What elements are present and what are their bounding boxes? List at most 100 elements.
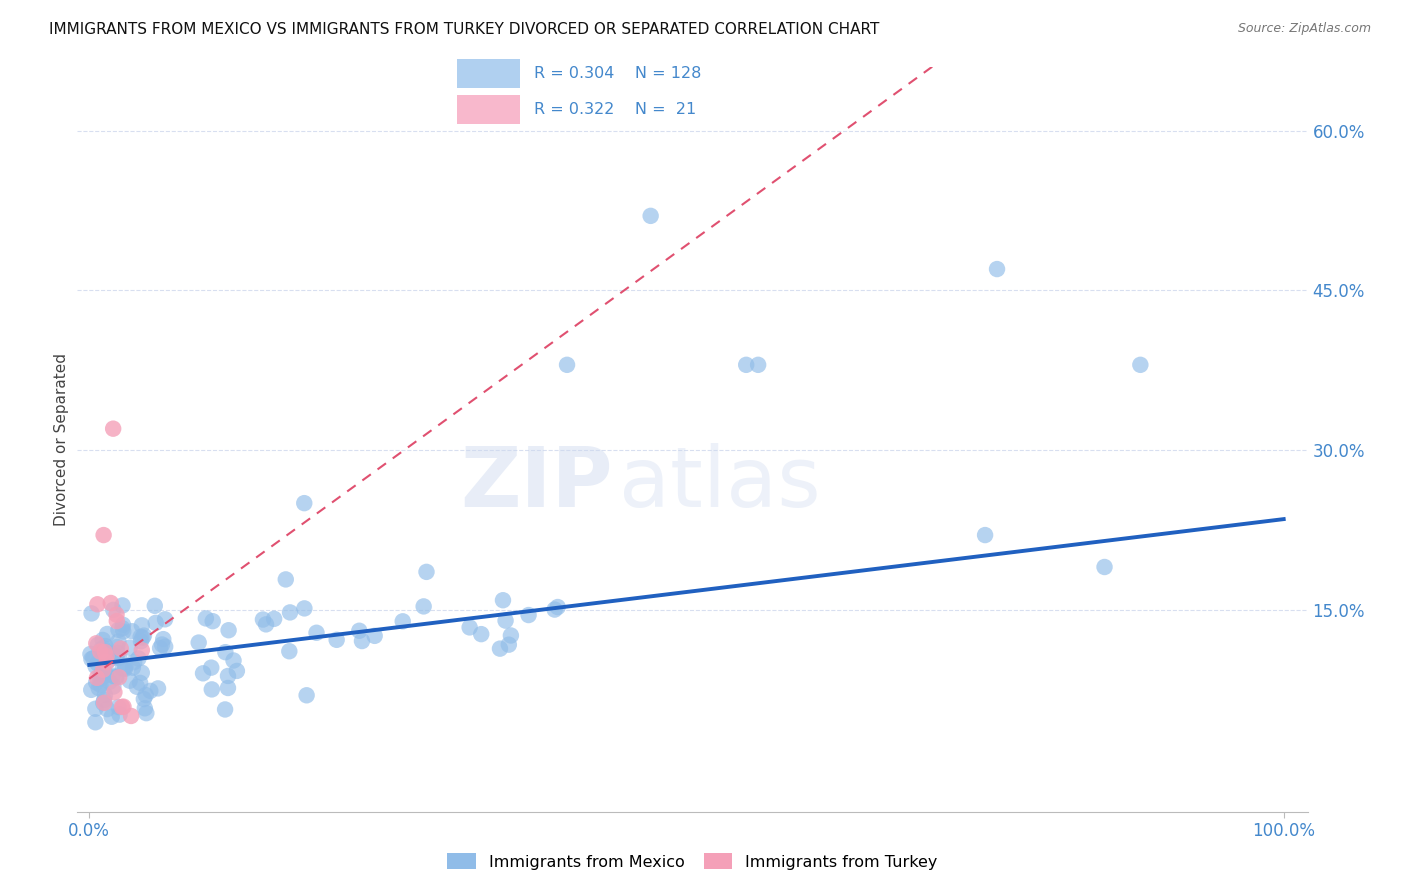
Point <box>91 696 114 710</box>
Point <box>108 650 131 665</box>
Text: IMMIGRANTS FROM MEXICO VS IMMIGRANTS FROM TURKEY DIVORCED OR SEPARATED CORRELATI: IMMIGRANTS FROM MEXICO VS IMMIGRANTS FRO… <box>49 22 880 37</box>
Point <box>91 632 114 647</box>
Point <box>127 651 149 665</box>
Point <box>107 623 129 637</box>
Point <box>263 612 285 626</box>
Point <box>214 702 236 716</box>
Point <box>90 642 112 657</box>
Point <box>252 613 274 627</box>
Text: R = 0.304    N = 128: R = 0.304 N = 128 <box>534 66 702 81</box>
Point <box>412 599 434 614</box>
Point <box>146 681 169 696</box>
Text: atlas: atlas <box>619 443 820 524</box>
Text: Source: ZipAtlas.com: Source: ZipAtlas.com <box>1237 22 1371 36</box>
Point <box>86 657 108 671</box>
Point <box>986 262 1008 277</box>
Point <box>498 638 520 652</box>
Point <box>111 621 134 635</box>
Point <box>105 607 128 622</box>
Point <box>152 632 174 647</box>
Point <box>104 648 127 663</box>
Point <box>94 639 117 653</box>
Point <box>93 641 115 656</box>
Point <box>98 653 121 667</box>
Y-axis label: Divorced or Separated: Divorced or Separated <box>53 353 69 525</box>
Point <box>131 618 153 632</box>
Point <box>104 670 127 684</box>
Point <box>292 601 315 615</box>
Point <box>191 666 214 681</box>
Point <box>153 612 176 626</box>
Point <box>103 680 125 694</box>
Point <box>135 688 157 702</box>
Point <box>129 676 152 690</box>
Point <box>89 673 111 687</box>
Point <box>105 640 128 654</box>
Point <box>292 496 315 510</box>
Point <box>91 663 114 677</box>
Point <box>93 528 115 542</box>
Point <box>555 358 578 372</box>
Point <box>94 645 117 659</box>
Text: R = 0.322    N =  21: R = 0.322 N = 21 <box>534 102 696 117</box>
Point <box>201 614 224 628</box>
Point <box>90 668 112 682</box>
Point <box>100 646 122 660</box>
Point <box>108 670 131 684</box>
Point <box>105 650 128 665</box>
Point <box>94 666 117 681</box>
Point <box>543 602 565 616</box>
Point <box>222 653 245 667</box>
Point <box>415 565 437 579</box>
Point <box>217 669 239 683</box>
Point <box>89 644 111 658</box>
Point <box>131 631 153 645</box>
Point <box>391 615 413 629</box>
Point <box>93 693 115 707</box>
Point <box>134 701 156 715</box>
Point <box>86 597 108 611</box>
Point <box>492 593 515 607</box>
Point <box>349 624 371 638</box>
Bar <box>457 59 520 87</box>
Point <box>101 422 124 436</box>
Point <box>201 682 224 697</box>
Point <box>139 684 162 698</box>
Point <box>122 655 145 669</box>
Point <box>121 661 143 675</box>
Point <box>103 685 125 699</box>
Point <box>517 608 540 623</box>
Point <box>96 627 118 641</box>
Point <box>305 625 328 640</box>
Point <box>107 634 129 648</box>
Point <box>105 670 128 684</box>
Point <box>108 707 131 722</box>
Point <box>129 634 152 648</box>
Point <box>87 638 110 652</box>
Point <box>111 599 134 613</box>
Point <box>112 699 135 714</box>
Point <box>103 603 125 617</box>
Point <box>93 645 115 659</box>
Point <box>94 688 117 702</box>
Point <box>82 651 104 665</box>
Point <box>93 696 115 710</box>
Point <box>121 624 143 639</box>
Point <box>98 674 121 689</box>
Point <box>363 629 385 643</box>
Point <box>295 688 318 702</box>
Point <box>153 640 176 654</box>
Point <box>100 710 122 724</box>
Point <box>129 630 152 644</box>
Point <box>214 645 236 659</box>
Point <box>111 661 134 675</box>
Point <box>107 646 129 660</box>
Point <box>132 692 155 706</box>
Point <box>194 611 217 625</box>
Point <box>325 632 347 647</box>
Point <box>135 706 157 720</box>
Point <box>96 702 118 716</box>
Point <box>96 655 118 669</box>
Point <box>278 606 301 620</box>
Point <box>1094 560 1116 574</box>
